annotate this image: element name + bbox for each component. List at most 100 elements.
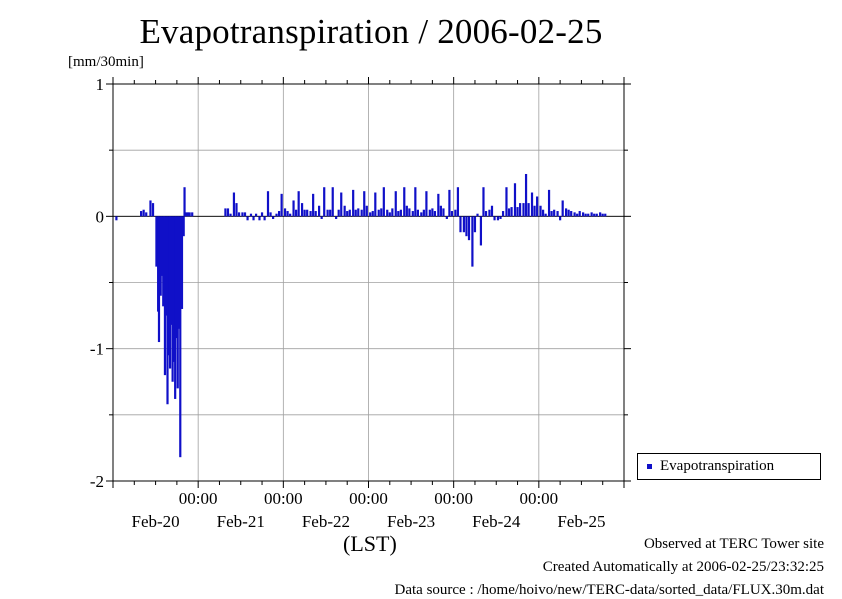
data-bar bbox=[533, 205, 536, 217]
data-bar bbox=[357, 208, 360, 217]
data-bar bbox=[399, 209, 402, 217]
data-bar bbox=[365, 205, 368, 217]
y-tick-label: -1 bbox=[90, 340, 104, 359]
data-bar bbox=[476, 213, 479, 217]
data-bar bbox=[300, 203, 304, 217]
data-bar bbox=[252, 216, 255, 221]
data-bar bbox=[516, 207, 519, 217]
data-bar bbox=[513, 183, 517, 217]
data-bar bbox=[289, 213, 292, 217]
y-tick-label: 0 bbox=[96, 207, 105, 226]
data-bar bbox=[496, 216, 500, 221]
data-bar bbox=[587, 213, 590, 217]
data-bar bbox=[246, 216, 249, 221]
data-bar bbox=[465, 216, 468, 237]
data-bar bbox=[382, 187, 385, 217]
data-bar bbox=[428, 209, 431, 217]
data-bar bbox=[459, 216, 462, 233]
y-axis-label: [mm/30min] bbox=[68, 54, 144, 70]
data-bar bbox=[172, 216, 175, 362]
data-bar bbox=[524, 173, 528, 217]
data-bar bbox=[186, 212, 190, 217]
data-bar bbox=[295, 209, 298, 217]
data-bar bbox=[320, 216, 323, 219]
data-bar bbox=[576, 213, 579, 217]
data-bar bbox=[454, 209, 457, 217]
data-bar bbox=[277, 211, 281, 217]
data-bar bbox=[462, 216, 465, 233]
data-bar bbox=[185, 212, 188, 217]
data-bar bbox=[226, 208, 230, 217]
data-bar bbox=[151, 203, 155, 217]
data-bar bbox=[286, 211, 289, 217]
data-bar bbox=[149, 200, 152, 217]
data-bar bbox=[280, 193, 283, 217]
data-bar bbox=[243, 212, 247, 217]
data-bar bbox=[386, 209, 389, 217]
data-bar bbox=[331, 187, 334, 217]
x-tick-date-label: Feb-23 bbox=[387, 512, 435, 531]
x-tick-date-label: Feb-24 bbox=[472, 512, 521, 531]
data-bar bbox=[340, 192, 343, 217]
legend: Evapotranspiration bbox=[637, 453, 821, 480]
data-bar bbox=[405, 205, 408, 217]
data-bar bbox=[518, 203, 522, 217]
data-bar bbox=[467, 216, 471, 241]
data-bar bbox=[249, 213, 253, 217]
data-bar bbox=[183, 187, 186, 217]
data-bar bbox=[309, 211, 312, 217]
data-bar bbox=[604, 213, 607, 217]
data-bar bbox=[314, 211, 317, 217]
data-bar bbox=[584, 213, 587, 217]
x-tick-time-label: 00:00 bbox=[519, 489, 558, 508]
data-bar bbox=[541, 209, 545, 217]
data-bar bbox=[335, 216, 338, 219]
data-bar bbox=[318, 205, 321, 217]
y-tick-label: 1 bbox=[96, 75, 105, 94]
data-bar bbox=[507, 208, 511, 217]
data-bar bbox=[160, 216, 163, 276]
data-bar bbox=[348, 209, 351, 217]
data-bar bbox=[326, 209, 329, 217]
data-bar bbox=[582, 212, 585, 217]
data-bar bbox=[142, 209, 145, 217]
data-bar bbox=[510, 207, 513, 217]
x-tick-time-label: 00:00 bbox=[264, 489, 303, 508]
data-bar bbox=[559, 216, 562, 221]
data-bar bbox=[567, 209, 570, 217]
data-bar bbox=[550, 211, 553, 217]
data-bar bbox=[182, 216, 185, 237]
data-bar bbox=[561, 200, 564, 217]
data-bar bbox=[479, 216, 483, 246]
data-bar bbox=[180, 216, 184, 309]
data-bar bbox=[484, 211, 488, 217]
data-bar bbox=[371, 211, 374, 217]
data-bar bbox=[177, 216, 180, 329]
data-bar bbox=[544, 213, 547, 217]
data-bar bbox=[422, 209, 425, 217]
data-bar bbox=[166, 216, 169, 405]
data-bar bbox=[536, 196, 539, 217]
data-bar bbox=[394, 191, 397, 217]
data-bar bbox=[473, 216, 477, 233]
data-bar bbox=[601, 213, 604, 217]
data-bar bbox=[169, 216, 173, 325]
data-bar bbox=[224, 208, 227, 217]
data-bar bbox=[352, 189, 355, 217]
data-bar bbox=[272, 216, 275, 219]
data-bar bbox=[260, 212, 264, 217]
data-bar bbox=[450, 211, 454, 217]
data-bar bbox=[493, 216, 496, 221]
x-tick-time-label: 00:00 bbox=[179, 489, 218, 508]
data-bar bbox=[403, 187, 406, 217]
data-bar bbox=[283, 208, 287, 217]
x-tick-time-label: 00:00 bbox=[349, 489, 388, 508]
page-title: Evapotranspiration / 2006-02-25 bbox=[139, 12, 603, 51]
data-bar bbox=[425, 191, 428, 217]
data-bar bbox=[448, 189, 451, 217]
data-bar bbox=[254, 213, 258, 217]
data-bar bbox=[501, 211, 505, 217]
